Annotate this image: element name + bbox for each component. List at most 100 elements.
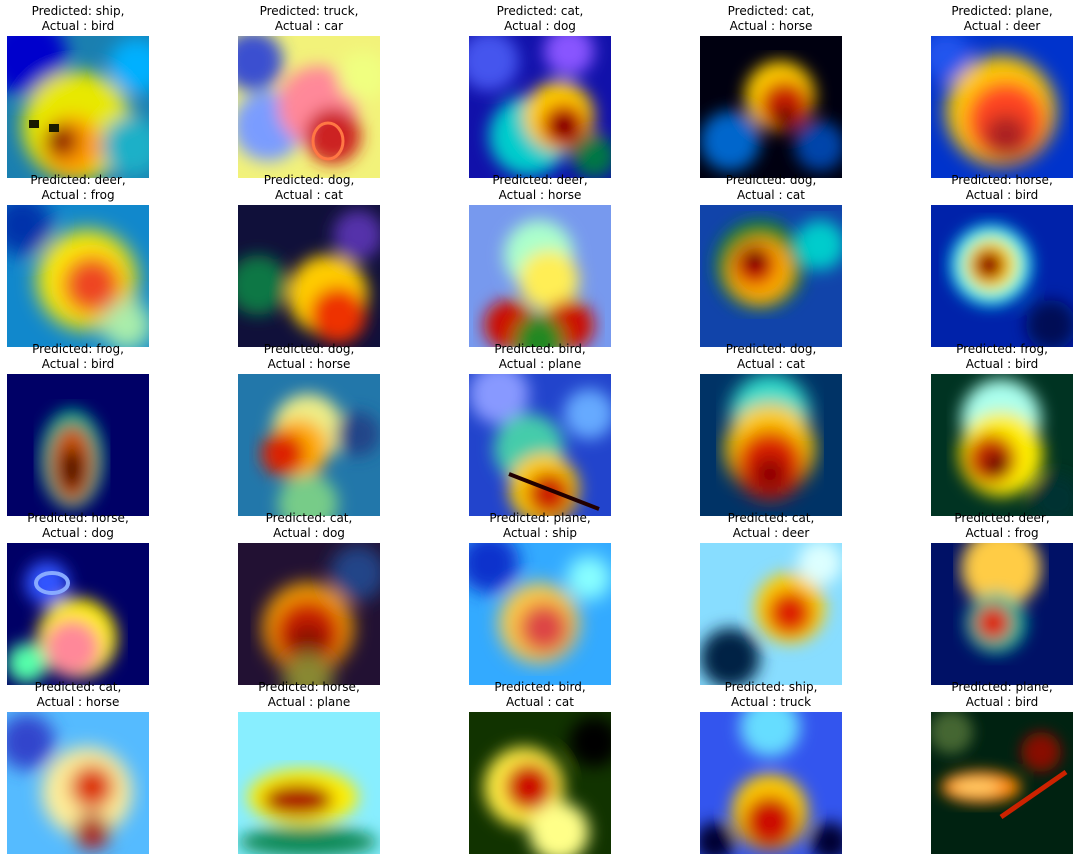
- predicted-label: Predicted: cat,: [265, 511, 353, 525]
- heatmap-image: [7, 36, 149, 178]
- actual-label: Actual : car: [274, 19, 344, 33]
- heatmap-image: [469, 205, 611, 347]
- panel-title: Predicted: cat, Actual : dog: [178, 511, 440, 541]
- actual-label: Actual : truck: [730, 695, 812, 709]
- panel-title: Predicted: cat, Actual : horse: [0, 680, 209, 710]
- heatmap-image: [238, 543, 380, 685]
- panel-title: Predicted: plane, Actual : deer: [871, 4, 1078, 34]
- panel-title: Predicted: plane, Actual : bird: [871, 680, 1078, 710]
- predicted-label: Predicted: frog,: [956, 342, 1048, 356]
- actual-label: Actual : cat: [275, 188, 343, 202]
- actual-label: Actual : cat: [737, 357, 805, 371]
- panel-title: Predicted: truck, Actual : car: [178, 4, 440, 34]
- heatmap-image: [238, 36, 380, 178]
- heatmap-image: [469, 712, 611, 854]
- actual-label: Actual : horse: [267, 357, 351, 371]
- actual-label: Actual : bird: [965, 188, 1039, 202]
- predicted-label: Predicted: horse,: [951, 173, 1053, 187]
- heatmap-image: [931, 205, 1073, 347]
- actual-label: Actual : bird: [965, 695, 1039, 709]
- heatmap-image: [469, 36, 611, 178]
- predicted-label: Predicted: cat,: [34, 680, 122, 694]
- actual-label: Actual : horse: [729, 19, 813, 33]
- heatmap-image: [469, 374, 611, 516]
- predicted-label: Predicted: dog,: [263, 173, 355, 187]
- panel-title: Predicted: ship, Actual : truck: [640, 680, 902, 710]
- heatmap-image: [931, 543, 1073, 685]
- panel-title: Predicted: dog, Actual : cat: [640, 173, 902, 203]
- predicted-label: Predicted: dog,: [263, 342, 355, 356]
- predicted-label: Predicted: bird,: [494, 680, 586, 694]
- heatmap-image: [931, 374, 1073, 516]
- heatmap-image: [238, 205, 380, 347]
- panel-title: Predicted: ship, Actual : bird: [0, 4, 209, 34]
- predicted-label: Predicted: ship,: [31, 4, 125, 18]
- actual-label: Actual : dog: [273, 526, 345, 540]
- heatmap-image: [700, 712, 842, 854]
- actual-label: Actual : deer: [963, 19, 1041, 33]
- heatmap-image: [7, 374, 149, 516]
- actual-label: Actual : bird: [41, 357, 115, 371]
- heatmap-image: [7, 543, 149, 685]
- actual-label: Actual : ship: [502, 526, 578, 540]
- heatmap-image: [238, 712, 380, 854]
- predicted-label: Predicted: deer,: [30, 173, 126, 187]
- predicted-label: Predicted: dog,: [725, 342, 817, 356]
- predicted-label: Predicted: ship,: [724, 680, 818, 694]
- predicted-label: Predicted: dog,: [725, 173, 817, 187]
- heatmap-image: [700, 205, 842, 347]
- actual-label: Actual : dog: [504, 19, 576, 33]
- actual-label: Actual : horse: [498, 188, 582, 202]
- predicted-label: Predicted: cat,: [727, 4, 815, 18]
- predicted-label: Predicted: plane,: [951, 4, 1053, 18]
- panel-title: Predicted: deer, Actual : frog: [871, 511, 1078, 541]
- actual-label: Actual : bird: [41, 19, 115, 33]
- panel-title: Predicted: frog, Actual : bird: [871, 342, 1078, 372]
- actual-label: Actual : plane: [267, 695, 351, 709]
- heatmap-image: [469, 543, 611, 685]
- predicted-label: Predicted: deer,: [492, 173, 588, 187]
- panel-title: Predicted: dog, Actual : cat: [178, 173, 440, 203]
- heatmap-image: [931, 36, 1073, 178]
- panel-title: Predicted: cat, Actual : horse: [640, 4, 902, 34]
- predicted-label: Predicted: plane,: [951, 680, 1053, 694]
- predicted-label: Predicted: horse,: [27, 511, 129, 525]
- panel-title: Predicted: cat, Actual : deer: [640, 511, 902, 541]
- actual-label: Actual : bird: [965, 357, 1039, 371]
- actual-label: Actual : frog: [965, 526, 1039, 540]
- panel-title: Predicted: horse, Actual : plane: [178, 680, 440, 710]
- heatmap-image: [700, 374, 842, 516]
- actual-label: Actual : deer: [732, 526, 810, 540]
- panel-title: Predicted: deer, Actual : frog: [0, 173, 209, 203]
- heatmap-image: [7, 712, 149, 854]
- heatmap-image: [7, 205, 149, 347]
- actual-label: Actual : plane: [498, 357, 582, 371]
- panel-title: Predicted: dog, Actual : cat: [640, 342, 902, 372]
- predicted-label: Predicted: truck,: [259, 4, 359, 18]
- panel-title: Predicted: bird, Actual : cat: [409, 680, 671, 710]
- predicted-label: Predicted: plane,: [489, 511, 591, 525]
- predicted-label: Predicted: frog,: [32, 342, 124, 356]
- heatmap-image: [700, 543, 842, 685]
- panel-title: Predicted: horse, Actual : dog: [0, 511, 209, 541]
- panel-title: Predicted: deer, Actual : horse: [409, 173, 671, 203]
- predicted-label: Predicted: deer,: [954, 511, 1050, 525]
- panel-title: Predicted: bird, Actual : plane: [409, 342, 671, 372]
- actual-label: Actual : horse: [36, 695, 120, 709]
- actual-label: Actual : frog: [41, 188, 115, 202]
- panel-title: Predicted: horse, Actual : bird: [871, 173, 1078, 203]
- panel-title: Predicted: cat, Actual : dog: [409, 4, 671, 34]
- panel-title: Predicted: dog, Actual : horse: [178, 342, 440, 372]
- panel-title: Predicted: frog, Actual : bird: [0, 342, 209, 372]
- actual-label: Actual : dog: [42, 526, 114, 540]
- predicted-label: Predicted: bird,: [494, 342, 586, 356]
- heatmap-image: [931, 712, 1073, 854]
- predicted-label: Predicted: cat,: [496, 4, 584, 18]
- heatmap-image: [700, 36, 842, 178]
- actual-label: Actual : cat: [506, 695, 574, 709]
- predicted-label: Predicted: cat,: [727, 511, 815, 525]
- heatmap-image: [238, 374, 380, 516]
- actual-label: Actual : cat: [737, 188, 805, 202]
- panel-title: Predicted: plane, Actual : ship: [409, 511, 671, 541]
